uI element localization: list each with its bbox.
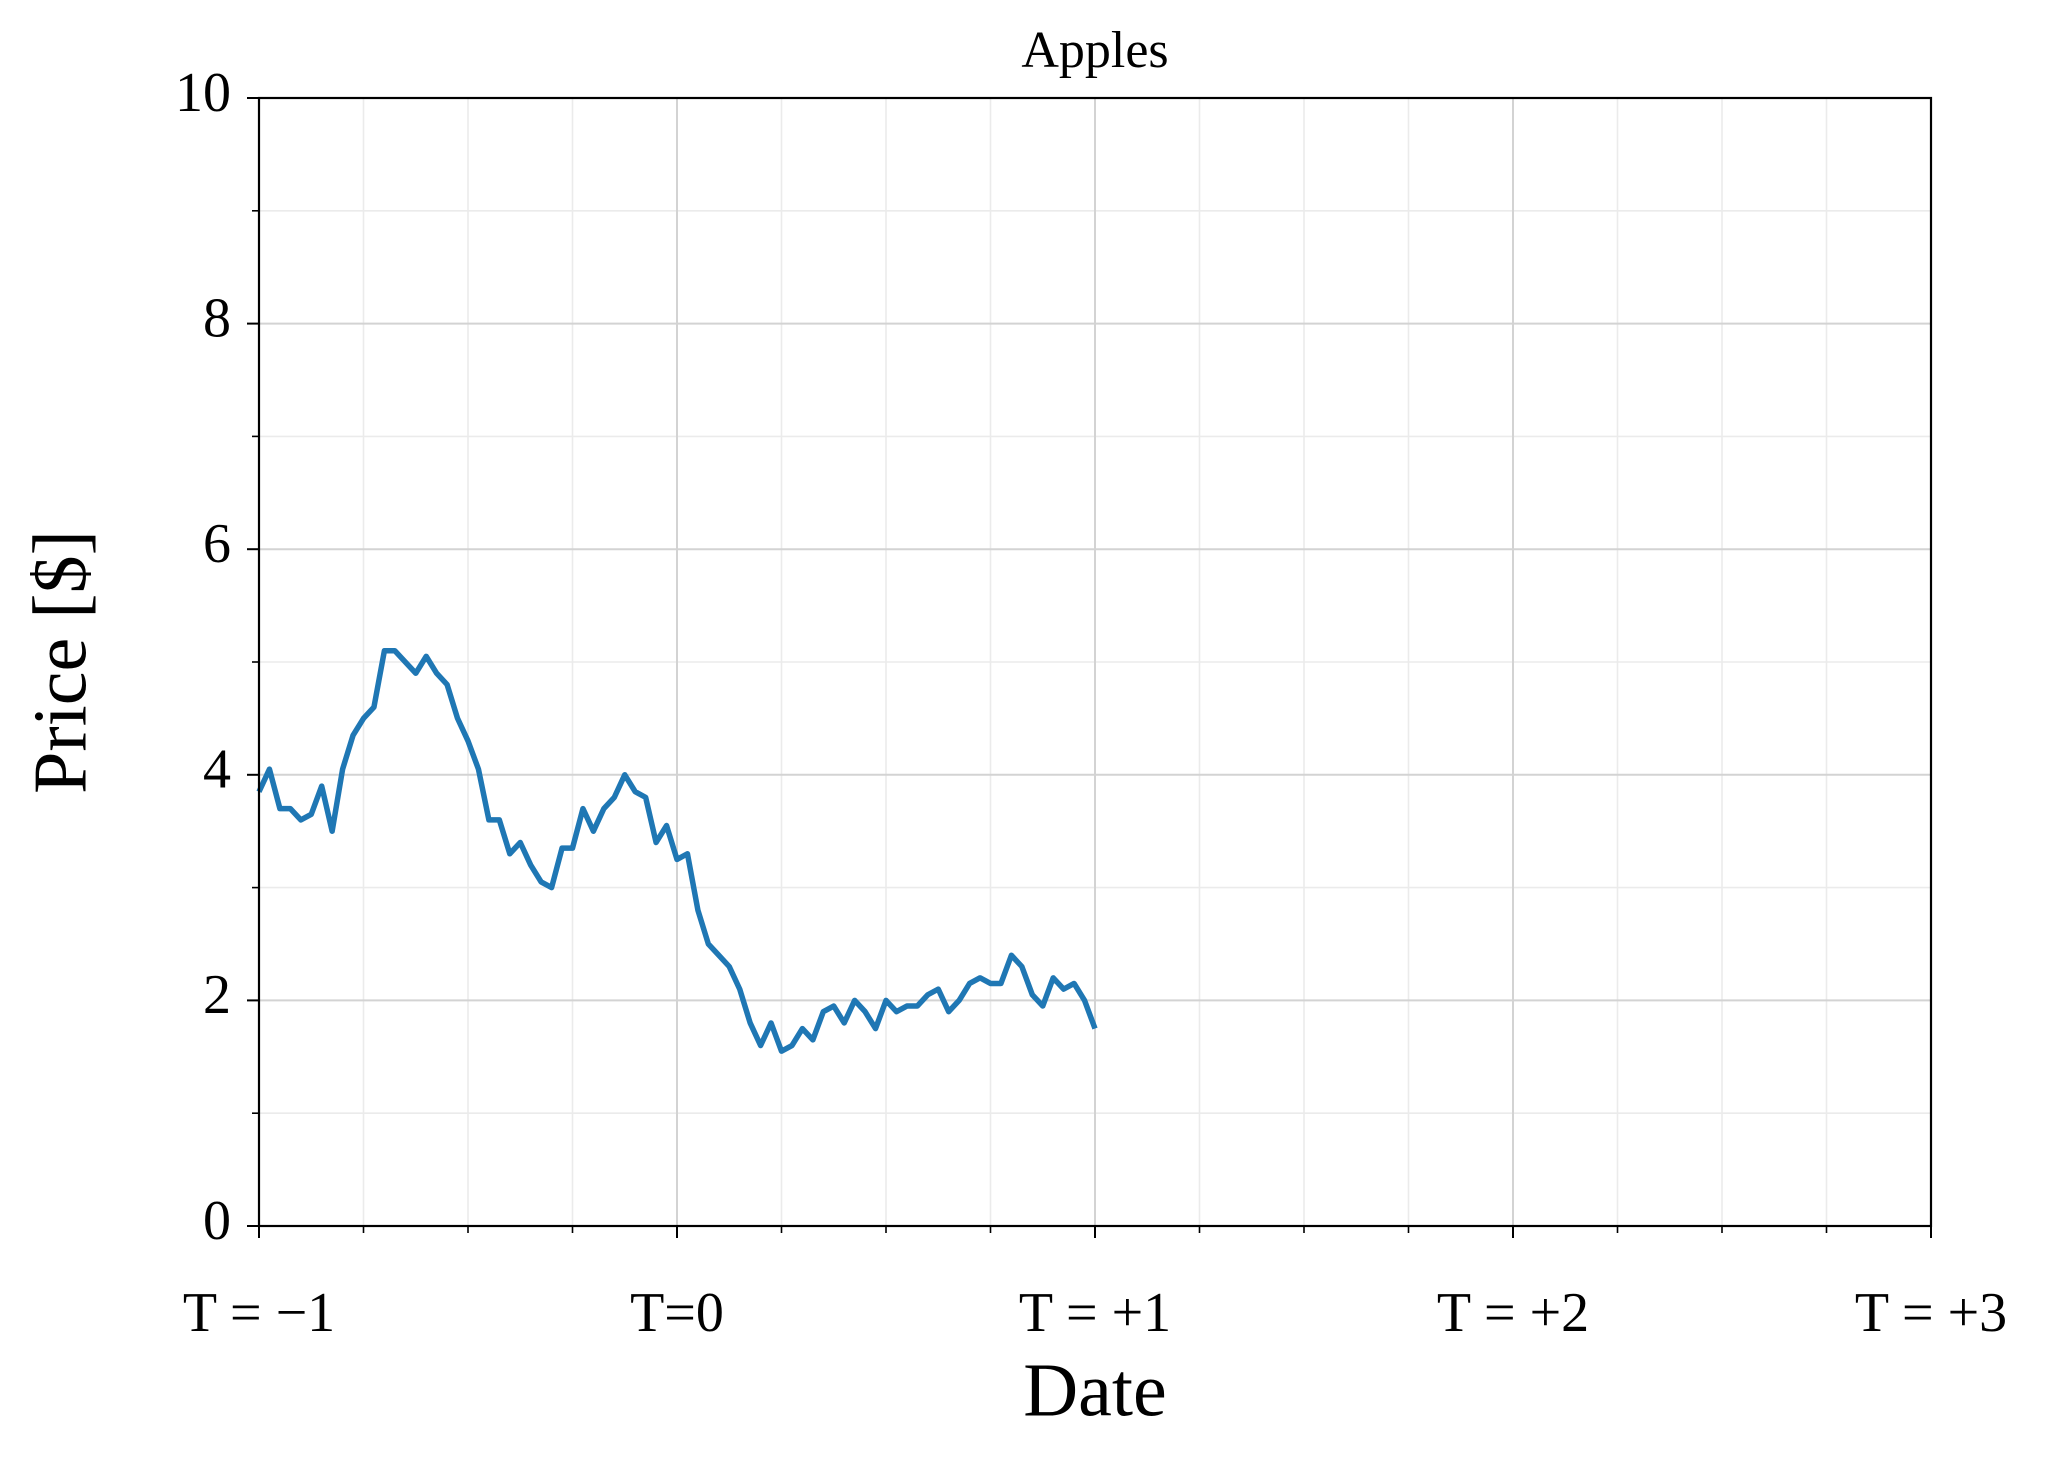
line: [256, 647, 1098, 1054]
y-axis-label: Price [$]: [18, 530, 102, 794]
x-tick-label: T = +3: [1855, 1282, 2007, 1344]
x-tick-label: T = +1: [1019, 1282, 1171, 1344]
y-tick-label: 8: [203, 287, 231, 349]
x-tick-label: T = −1: [183, 1282, 335, 1344]
y-tick-label: 2: [203, 964, 231, 1026]
x-tick-label: T=0: [630, 1282, 724, 1344]
plot-frame: [257, 96, 1933, 1228]
y-tick-label: 6: [203, 513, 231, 575]
chart-title: Apples: [1021, 22, 1168, 79]
x-axis-label: Date: [1023, 1348, 1166, 1432]
x-tick-label: T = +2: [1437, 1282, 1589, 1344]
y-tick-label: 0: [203, 1190, 231, 1252]
y-tick-label: 10: [175, 62, 231, 124]
y-tick-label: 4: [203, 739, 231, 801]
